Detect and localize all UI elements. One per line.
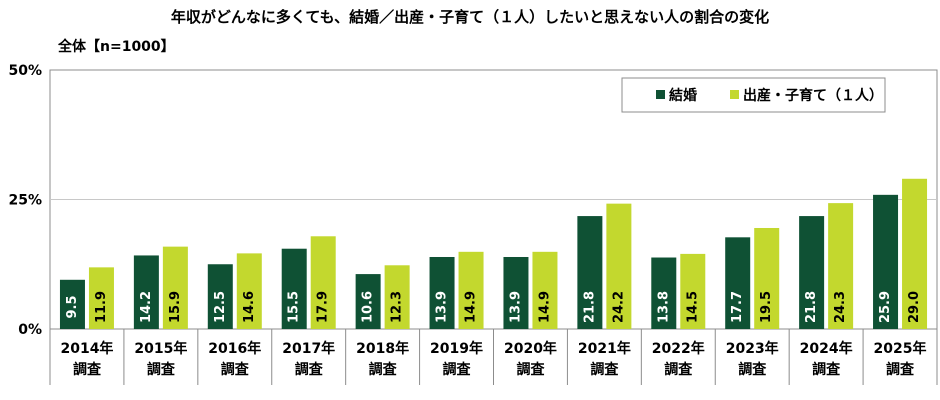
bar-childbirth bbox=[680, 253, 706, 329]
x-tick-label-year: 2023年 bbox=[726, 340, 779, 357]
bar-marriage bbox=[725, 237, 751, 329]
x-tick-label-year: 2020年 bbox=[504, 340, 557, 357]
data-label: 12.5 bbox=[213, 291, 228, 323]
x-tick-label-survey: 調査 bbox=[147, 361, 176, 378]
legend-swatch bbox=[730, 90, 739, 99]
data-label: 11.9 bbox=[94, 291, 109, 323]
data-label: 9.5 bbox=[65, 295, 80, 318]
x-tick-label-survey: 調査 bbox=[516, 361, 545, 378]
data-label: 14.9 bbox=[464, 291, 479, 323]
bar-childbirth bbox=[88, 267, 114, 329]
x-tick-label-survey: 調査 bbox=[886, 361, 915, 378]
bar-childbirth bbox=[754, 227, 780, 329]
x-tick-label-year: 2015年 bbox=[134, 340, 187, 357]
x-tick-label-year: 2025年 bbox=[874, 340, 927, 357]
x-tick-label-survey: 調査 bbox=[221, 361, 250, 378]
bar-childbirth bbox=[236, 253, 262, 329]
x-tick-label-survey: 調査 bbox=[738, 361, 767, 378]
data-label: 13.9 bbox=[508, 291, 523, 323]
bar-childbirth bbox=[458, 251, 484, 329]
chart-subtitle: 全体【n=1000】 bbox=[58, 39, 175, 55]
data-label: 17.9 bbox=[316, 291, 331, 323]
data-label: 24.2 bbox=[611, 291, 626, 323]
bar-childbirth bbox=[384, 265, 410, 329]
bar-marriage bbox=[873, 194, 899, 329]
x-tick-label-survey: 調査 bbox=[812, 361, 841, 378]
bar-marriage bbox=[429, 256, 455, 329]
bar-marriage bbox=[207, 264, 233, 329]
y-tick-label: 50% bbox=[8, 63, 42, 79]
y-tick-label: 25% bbox=[8, 193, 42, 209]
data-label: 14.5 bbox=[685, 291, 700, 323]
legend-box bbox=[621, 77, 886, 113]
chart-title: 年収がどんなに多くても、結婚／出産・子育て（１人）したいと思えない人の割合の変化 bbox=[170, 8, 770, 26]
bar-marriage bbox=[503, 256, 529, 329]
x-tick-label-survey: 調査 bbox=[590, 361, 619, 378]
bar-marriage bbox=[577, 216, 603, 329]
data-label: 21.8 bbox=[582, 291, 597, 323]
bar-marriage bbox=[281, 248, 307, 329]
data-label: 19.5 bbox=[759, 291, 774, 323]
legend-swatch bbox=[656, 90, 665, 99]
x-tick-label-survey: 調査 bbox=[443, 361, 472, 378]
bar-marriage bbox=[355, 274, 381, 329]
y-tick-label: 0% bbox=[18, 322, 42, 338]
legend-label: 結婚 bbox=[669, 87, 697, 104]
data-label: 24.3 bbox=[833, 291, 848, 323]
x-tick-label-survey: 調査 bbox=[369, 361, 398, 378]
bar-childbirth bbox=[162, 246, 188, 329]
data-label: 14.9 bbox=[537, 291, 552, 323]
legend-label: 出産・子育て（１人） bbox=[743, 87, 883, 104]
x-tick-label-survey: 調査 bbox=[664, 361, 693, 378]
x-tick-label-survey: 調査 bbox=[295, 361, 324, 378]
bar-childbirth bbox=[828, 203, 854, 329]
data-label: 10.6 bbox=[361, 291, 376, 323]
data-label: 29.0 bbox=[907, 291, 922, 323]
bar-marriage bbox=[799, 216, 825, 329]
data-label: 13.9 bbox=[435, 291, 450, 323]
x-tick-label-survey: 調査 bbox=[73, 361, 102, 378]
x-tick-label-year: 2021年 bbox=[578, 340, 631, 357]
data-label: 25.9 bbox=[878, 291, 893, 323]
data-label: 12.3 bbox=[390, 291, 405, 323]
bar-childbirth bbox=[606, 203, 632, 329]
bar-marriage bbox=[651, 257, 677, 329]
data-label: 17.7 bbox=[730, 291, 745, 323]
x-tick-label-year: 2016年 bbox=[208, 340, 261, 357]
data-label: 21.8 bbox=[804, 291, 819, 323]
bar-childbirth bbox=[532, 251, 558, 329]
x-tick-label-year: 2022年 bbox=[652, 340, 705, 357]
x-tick-label-year: 2019年 bbox=[430, 340, 483, 357]
bar-marriage bbox=[133, 255, 159, 329]
x-tick-label-year: 2024年 bbox=[800, 340, 853, 357]
x-tick-label-year: 2014年 bbox=[60, 340, 113, 357]
bar-marriage bbox=[59, 279, 85, 329]
data-label: 15.5 bbox=[287, 291, 302, 323]
data-label: 13.8 bbox=[656, 291, 671, 323]
data-label: 15.9 bbox=[168, 291, 183, 323]
x-tick-label-year: 2017年 bbox=[282, 340, 335, 357]
bar-childbirth bbox=[310, 236, 336, 329]
data-label: 14.2 bbox=[139, 291, 154, 323]
x-tick-label-year: 2018年 bbox=[356, 340, 409, 357]
bar-childbirth bbox=[902, 178, 928, 329]
data-label: 14.6 bbox=[242, 291, 257, 323]
